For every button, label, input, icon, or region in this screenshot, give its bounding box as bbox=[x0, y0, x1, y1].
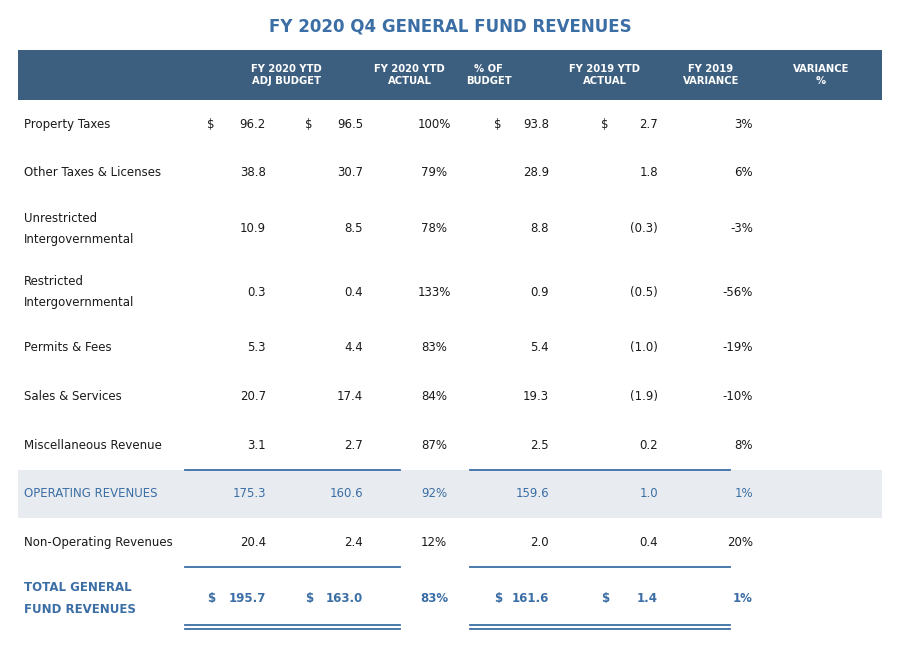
Text: 1.0: 1.0 bbox=[639, 487, 658, 500]
Text: 96.5: 96.5 bbox=[337, 118, 363, 131]
Text: -19%: -19% bbox=[723, 341, 753, 354]
Text: 195.7: 195.7 bbox=[229, 592, 266, 605]
Text: Sales & Services: Sales & Services bbox=[24, 390, 122, 403]
Text: Other Taxes & Licenses: Other Taxes & Licenses bbox=[24, 167, 161, 179]
Text: 17.4: 17.4 bbox=[337, 390, 363, 403]
Text: 5.4: 5.4 bbox=[530, 341, 549, 354]
Text: 161.6: 161.6 bbox=[511, 592, 549, 605]
Text: 1.4: 1.4 bbox=[637, 592, 658, 605]
Text: 8.8: 8.8 bbox=[530, 222, 549, 235]
Text: Unrestricted: Unrestricted bbox=[24, 212, 97, 225]
Text: $: $ bbox=[207, 592, 215, 605]
Text: FY 2019
VARIANCE: FY 2019 VARIANCE bbox=[683, 64, 739, 86]
Text: FY 2020 YTD
ADJ BUDGET: FY 2020 YTD ADJ BUDGET bbox=[251, 64, 321, 86]
Text: $: $ bbox=[305, 592, 313, 605]
Text: % OF
BUDGET: % OF BUDGET bbox=[466, 64, 511, 86]
Text: Permits & Fees: Permits & Fees bbox=[24, 341, 112, 354]
Text: Intergovernmental: Intergovernmental bbox=[24, 233, 134, 246]
Text: FY 2020 YTD
ACTUAL: FY 2020 YTD ACTUAL bbox=[374, 64, 445, 86]
Text: 159.6: 159.6 bbox=[516, 487, 549, 500]
Text: 175.3: 175.3 bbox=[232, 487, 266, 500]
Text: 100%: 100% bbox=[418, 118, 451, 131]
Text: 96.2: 96.2 bbox=[239, 118, 266, 131]
Text: 0.9: 0.9 bbox=[530, 286, 549, 299]
Text: 28.9: 28.9 bbox=[523, 167, 549, 179]
Text: -3%: -3% bbox=[730, 222, 753, 235]
Text: 83%: 83% bbox=[420, 592, 448, 605]
Text: 0.4: 0.4 bbox=[345, 286, 363, 299]
Text: 0.2: 0.2 bbox=[639, 439, 658, 452]
Text: 5.3: 5.3 bbox=[248, 341, 266, 354]
Text: $: $ bbox=[601, 118, 608, 131]
Text: (1.0): (1.0) bbox=[630, 341, 658, 354]
Text: 2.7: 2.7 bbox=[344, 439, 363, 452]
Text: 30.7: 30.7 bbox=[337, 167, 363, 179]
Text: 79%: 79% bbox=[421, 167, 447, 179]
Text: Miscellaneous Revenue: Miscellaneous Revenue bbox=[24, 439, 162, 452]
Text: 2.7: 2.7 bbox=[639, 118, 658, 131]
Text: 38.8: 38.8 bbox=[240, 167, 266, 179]
Text: -56%: -56% bbox=[723, 286, 753, 299]
Text: Intergovernmental: Intergovernmental bbox=[24, 296, 134, 309]
Text: 133%: 133% bbox=[418, 286, 451, 299]
Text: 163.0: 163.0 bbox=[326, 592, 363, 605]
Text: 20.4: 20.4 bbox=[240, 536, 266, 549]
Bar bbox=[18, 50, 882, 100]
Text: 2.4: 2.4 bbox=[344, 536, 363, 549]
Text: 10.9: 10.9 bbox=[240, 222, 266, 235]
Text: $: $ bbox=[601, 592, 609, 605]
Text: 1%: 1% bbox=[734, 592, 753, 605]
Text: (0.3): (0.3) bbox=[630, 222, 658, 235]
Text: 92%: 92% bbox=[421, 487, 447, 500]
Text: (0.5): (0.5) bbox=[630, 286, 658, 299]
Text: Non-Operating Revenues: Non-Operating Revenues bbox=[24, 536, 173, 549]
Text: 78%: 78% bbox=[421, 222, 447, 235]
Text: 1%: 1% bbox=[734, 487, 753, 500]
Bar bbox=[18, 470, 882, 518]
Bar bbox=[18, 100, 882, 630]
Text: 2.5: 2.5 bbox=[530, 439, 549, 452]
Text: $: $ bbox=[494, 118, 501, 131]
Text: 3%: 3% bbox=[734, 118, 753, 131]
Text: 3.1: 3.1 bbox=[248, 439, 266, 452]
Text: FY 2019 YTD
ACTUAL: FY 2019 YTD ACTUAL bbox=[570, 64, 640, 86]
Text: 6%: 6% bbox=[734, 167, 753, 179]
Text: 2.0: 2.0 bbox=[530, 536, 549, 549]
Text: -10%: -10% bbox=[723, 390, 753, 403]
Text: $: $ bbox=[494, 592, 502, 605]
Text: Restricted: Restricted bbox=[24, 275, 84, 288]
Text: 0.4: 0.4 bbox=[639, 536, 658, 549]
Text: 83%: 83% bbox=[421, 341, 447, 354]
Text: OPERATING REVENUES: OPERATING REVENUES bbox=[24, 487, 158, 500]
Text: 1.8: 1.8 bbox=[639, 167, 658, 179]
Text: 160.6: 160.6 bbox=[329, 487, 363, 500]
Text: 0.3: 0.3 bbox=[248, 286, 266, 299]
Text: 20%: 20% bbox=[727, 536, 753, 549]
Text: 87%: 87% bbox=[421, 439, 447, 452]
Text: Property Taxes: Property Taxes bbox=[24, 118, 111, 131]
Text: $: $ bbox=[207, 118, 214, 131]
Text: (1.9): (1.9) bbox=[630, 390, 658, 403]
Text: 19.3: 19.3 bbox=[523, 390, 549, 403]
Text: FUND REVENUES: FUND REVENUES bbox=[24, 603, 136, 616]
Text: FY 2020 Q4 GENERAL FUND REVENUES: FY 2020 Q4 GENERAL FUND REVENUES bbox=[269, 17, 631, 35]
Text: VARIANCE
%: VARIANCE % bbox=[793, 64, 849, 86]
Text: TOTAL GENERAL: TOTAL GENERAL bbox=[24, 581, 131, 594]
Text: 12%: 12% bbox=[421, 536, 447, 549]
Text: 8%: 8% bbox=[734, 439, 753, 452]
Text: $: $ bbox=[305, 118, 312, 131]
Text: 84%: 84% bbox=[421, 390, 447, 403]
Text: 4.4: 4.4 bbox=[344, 341, 363, 354]
Text: 93.8: 93.8 bbox=[523, 118, 549, 131]
Text: 8.5: 8.5 bbox=[345, 222, 363, 235]
Text: 20.7: 20.7 bbox=[240, 390, 266, 403]
